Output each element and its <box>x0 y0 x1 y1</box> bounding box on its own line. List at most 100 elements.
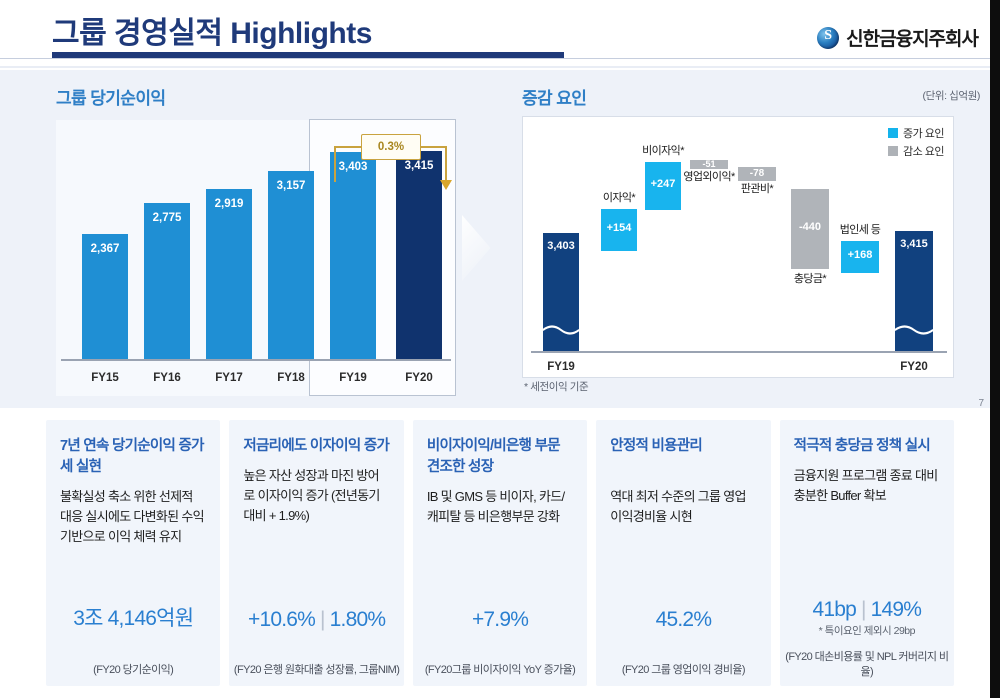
legend-item-increase: 증가 요인 <box>887 125 945 141</box>
company-logo: 신한금융지주회사 <box>817 24 979 51</box>
page-number: 7 <box>978 398 984 409</box>
chart-baseline <box>61 359 451 361</box>
waterfall-bar-income-tax: +168 법인세 등 <box>840 224 881 273</box>
card-body: 불확실성 축소 위한 선제적 대응 실시에도 다변화된 수익 기반으로 이익 체… <box>60 489 205 544</box>
card-subtext: (FY20 당기순이익) <box>93 664 174 676</box>
card-metric-value: +7.9% <box>471 608 529 631</box>
metric-separator: | <box>861 598 866 621</box>
waterfall-bar-interest-income: +154 이자익* <box>601 192 637 251</box>
waterfall-caption-nonoperating-income: 영업외이익* <box>683 171 735 183</box>
axis-break-squiggle-icon-2 <box>895 325 933 335</box>
header-bottom-rule <box>0 66 990 68</box>
waterfall-bar-fy19: 3,403 <box>543 233 579 351</box>
bar-value-fy17: 2,919 <box>214 198 244 210</box>
card-star-note: * 특이요인 제외시 29bp <box>818 625 916 637</box>
waterfall-caption-noninterest-income: 비이자익* <box>642 145 684 157</box>
waterfall-value-fy20: 3,415 <box>900 238 928 250</box>
card-metric: 41bp | 149% <box>780 598 954 622</box>
card-metric: 3조 4,146억원 <box>46 602 220 632</box>
waterfall-value-nonoperating-income: -51 <box>702 159 716 169</box>
waterfall-label-fy20: FY20 <box>900 361 928 373</box>
waterfall-value-fy19: 3,403 <box>547 240 575 252</box>
left-chart-title: 그룹 당기순이익 <box>56 89 166 108</box>
growth-callout: 0.3% <box>361 134 421 160</box>
callout-line-right <box>419 146 447 148</box>
card-body: IB 및 GMS 등 비이자, 카드/캐피탈 등 비은행부문 강화 <box>426 489 565 524</box>
waterfall-caption-income-tax: 법인세 등 <box>839 224 881 236</box>
bar-value-fy18: 3,157 <box>276 180 306 192</box>
waterfall-value-interest-income: +154 <box>606 222 632 234</box>
chart-legend: 증가 요인 감소 요인 <box>887 125 945 161</box>
waterfall-value-loan-loss-provision: -440 <box>798 221 822 233</box>
highlight-card-5[interactable]: 적극적 충당금 정책 실시 금융지원 프로그램 종료 대비 충분한 Buffer… <box>779 420 955 686</box>
card-heading: 안정적 비용관리 <box>610 438 703 454</box>
bar-label-fy17: FY17 <box>215 372 243 384</box>
legend-swatch-increase-icon <box>887 128 898 138</box>
bar-value-fy16: 2,775 <box>152 212 182 224</box>
bar-label-fy16: FY16 <box>153 372 181 384</box>
card-heading: 저금리에도 이자이익 증가 <box>243 438 390 454</box>
legend-label-increase: 증가 요인 <box>902 128 945 140</box>
waterfall-chart: 증가 요인 감소 요인 3,403 FY19 +154 <box>522 116 954 378</box>
callout-line-left <box>334 146 362 148</box>
card-metric-value: 45.2% <box>655 608 712 631</box>
waterfall-caption-interest-income: 이자익* <box>602 192 636 204</box>
card-heading: 7년 연속 당기순이익 증가세 실현 <box>60 438 204 475</box>
highlight-card-4[interactable]: 안정적 비용관리 역대 최저 수준의 그룹 영업이익경비율 시현 45.2% (… <box>596 420 771 686</box>
highlight-card-3[interactable]: 비이자이익/비은행 부문 견조한 성장 IB 및 GMS 등 비이자, 카드/캐… <box>412 420 588 686</box>
highlight-card-2[interactable]: 저금리에도 이자이익 증가 높은 자산 성장과 마진 방어로 이자이익 증가 (… <box>229 420 404 686</box>
legend-item-decrease: 감소 요인 <box>887 143 945 159</box>
card-metric: 45.2% <box>596 608 770 632</box>
waterfall-bar-sga-expense: -78 판관비* <box>738 167 776 195</box>
waterfall-footnote: * 세전이익 기준 <box>524 381 589 393</box>
callout-arrow-stem <box>445 146 447 182</box>
globe-s-logo-icon <box>817 26 840 49</box>
bar-value-fy20: 3,415 <box>404 160 434 172</box>
highlight-card-1[interactable]: 7년 연속 당기순이익 증가세 실현 불확실성 축소 위한 선제적 대응 실시에… <box>46 420 221 686</box>
waterfall-bar-nonoperating-income: -51 영업외이익* <box>683 159 735 183</box>
metric-separator: | <box>320 608 325 631</box>
axis-break-squiggle-icon <box>543 325 579 335</box>
card-body: 높은 자산 성장과 마진 방어로 이자이익 증가 (전년동기대비 + 1.9%) <box>243 468 380 523</box>
bar-label-fy19: FY19 <box>339 372 367 384</box>
legend-label-decrease: 감소 요인 <box>902 146 945 158</box>
waterfall-chart-panel: 증감 요인 (단위: 십억원) 증가 요인 감소 요인 3 <box>512 84 984 396</box>
card-metric-value-left: +10.6% <box>248 608 316 631</box>
waterfall-caption-loan-loss-provision: 충당금* <box>793 273 827 285</box>
bar-label-fy15: FY15 <box>91 372 119 384</box>
waterfall-bar-fy20: 3,415 <box>895 231 933 351</box>
company-name: 신한금융지주회사 <box>846 29 979 50</box>
card-subtext: (FY20 대손비용률 및 NPL 커버리지 비율) <box>785 651 949 678</box>
bar-value-fy15: 2,367 <box>90 243 120 255</box>
title-underline-rule <box>52 52 564 58</box>
card-metric-value-right: 149% <box>870 598 922 621</box>
card-subtext: (FY20 그룹 영업이익 경비율) <box>621 664 746 676</box>
card-heading: 적극적 충당금 정책 실시 <box>793 438 931 454</box>
bar-value-fy19: 3,403 <box>338 161 368 173</box>
page-title: 그룹 경영실적 Highlights <box>52 17 372 50</box>
waterfall-label-fy19: FY19 <box>547 361 575 373</box>
right-gutter <box>990 0 1000 698</box>
card-metric: +7.9% <box>413 608 587 632</box>
waterfall-caption-sga-expense: 판관비* <box>740 183 774 195</box>
down-arrow-icon <box>440 180 452 190</box>
card-body: 역대 최저 수준의 그룹 영업이익경비율 시현 <box>610 489 746 524</box>
right-chart-title: 증감 요인 <box>522 89 587 108</box>
card-metric-value-left: 41bp <box>812 598 856 621</box>
card-metric: +10.6% | 1.80% <box>229 608 403 632</box>
unit-note: (단위: 십억원) <box>922 90 980 102</box>
bar-label-fy18: FY18 <box>277 372 305 384</box>
card-metric-value: 3조 4,146억원 <box>73 607 194 630</box>
legend-swatch-decrease-icon <box>887 146 898 156</box>
callout-bracket-left <box>334 146 336 182</box>
waterfall-bar-noninterest-income: +247 비이자익* <box>642 145 684 210</box>
card-subtext: (FY20 은행 원화대출 성장률, 그룹NIM) <box>233 664 400 676</box>
highlight-cards: 7년 연속 당기순이익 증가세 실현 불확실성 축소 위한 선제적 대응 실시에… <box>46 420 955 686</box>
waterfall-value-sga-expense: -78 <box>749 168 765 179</box>
waterfall-baseline <box>531 351 947 353</box>
card-heading: 비이자이익/비은행 부문 견조한 성장 <box>426 438 561 475</box>
net-income-bar-chart: 2,367 FY15 2,775 FY16 2,919 FY17 3,157 F… <box>56 119 456 396</box>
bar-label-fy20: FY20 <box>405 372 433 384</box>
card-subtext: (FY20그룹 비이자이익 YoY 증가율) <box>424 664 576 676</box>
